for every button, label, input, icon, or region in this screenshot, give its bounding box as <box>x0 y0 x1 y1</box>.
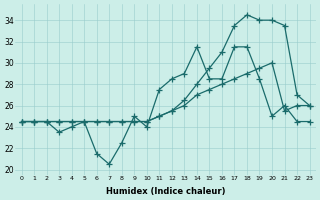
X-axis label: Humidex (Indice chaleur): Humidex (Indice chaleur) <box>106 187 225 196</box>
